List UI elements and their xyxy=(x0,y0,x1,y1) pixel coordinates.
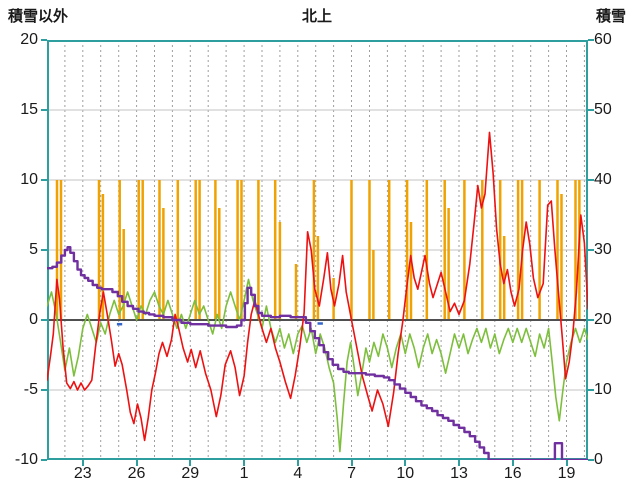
right-tick-mark xyxy=(588,109,594,111)
plot-frame xyxy=(47,40,588,460)
bottom-tick-mark xyxy=(350,460,353,466)
bottom-tick-mark xyxy=(511,460,514,466)
left-axis-tick-label: 0 xyxy=(29,311,38,328)
bottom-tick-mark xyxy=(135,460,138,466)
right-tick-mark xyxy=(588,319,594,321)
right-tick-mark xyxy=(588,39,594,41)
left-tick-mark xyxy=(41,319,47,321)
right-tick-mark xyxy=(588,179,594,181)
right-axis-title: 積雪 xyxy=(595,8,626,25)
left-axis-tick-label: -5 xyxy=(23,381,38,398)
x-axis-tick-label: 23 xyxy=(73,465,92,482)
x-axis-tick-label: 1 xyxy=(239,465,249,482)
right-tick-mark xyxy=(588,459,594,461)
bottom-tick-mark xyxy=(404,460,407,466)
bottom-tick-mark xyxy=(81,460,84,466)
left-tick-mark xyxy=(41,109,47,111)
x-axis-tick-label: 7 xyxy=(347,465,356,482)
x-axis-tick-label: 10 xyxy=(396,465,415,482)
left-tick-mark xyxy=(41,389,47,391)
plot-svg xyxy=(47,40,588,460)
snow-depth-line xyxy=(47,246,588,460)
x-axis-tick-label: 19 xyxy=(557,465,576,482)
right-tick-mark xyxy=(588,389,594,391)
left-axis-tick-label: 10 xyxy=(20,171,38,188)
bottom-tick-mark xyxy=(243,460,246,466)
left-tick-mark xyxy=(41,249,47,251)
x-axis-tick-label: 29 xyxy=(181,465,200,482)
x-axis-tick-label: 13 xyxy=(450,465,468,482)
left-axis-tick-label: -10 xyxy=(14,451,38,468)
bottom-tick-mark xyxy=(458,460,461,466)
chart-title: 北上 xyxy=(301,8,333,25)
left-tick-mark xyxy=(41,39,47,41)
left-tick-mark xyxy=(41,179,47,181)
left-axis-title: 積雪以外 xyxy=(8,8,69,25)
left-axis-tick-label: 15 xyxy=(20,101,38,118)
x-axis-tick-label: 16 xyxy=(503,465,522,482)
right-axis-tick-label: 20 xyxy=(594,311,612,328)
x-axis-tick-label: 4 xyxy=(293,465,303,482)
right-tick-mark xyxy=(588,249,594,251)
bottom-tick-mark xyxy=(565,460,568,466)
left-axis-tick-label: 5 xyxy=(29,241,38,258)
right-axis-tick-label: 30 xyxy=(594,241,612,258)
left-axis-tick-label: 20 xyxy=(20,31,38,48)
right-axis-tick-label: 0 xyxy=(594,451,603,468)
x-axis-tick-label: 26 xyxy=(127,465,146,482)
bottom-tick-mark xyxy=(296,460,299,466)
left-tick-mark xyxy=(41,459,47,461)
right-axis-tick-label: 50 xyxy=(594,101,612,118)
right-axis-tick-label: 40 xyxy=(594,171,612,188)
right-axis-tick-label: 60 xyxy=(594,31,612,48)
right-axis-tick-label: 10 xyxy=(594,381,612,398)
temperature-line xyxy=(47,131,588,442)
bottom-tick-mark xyxy=(189,460,192,466)
